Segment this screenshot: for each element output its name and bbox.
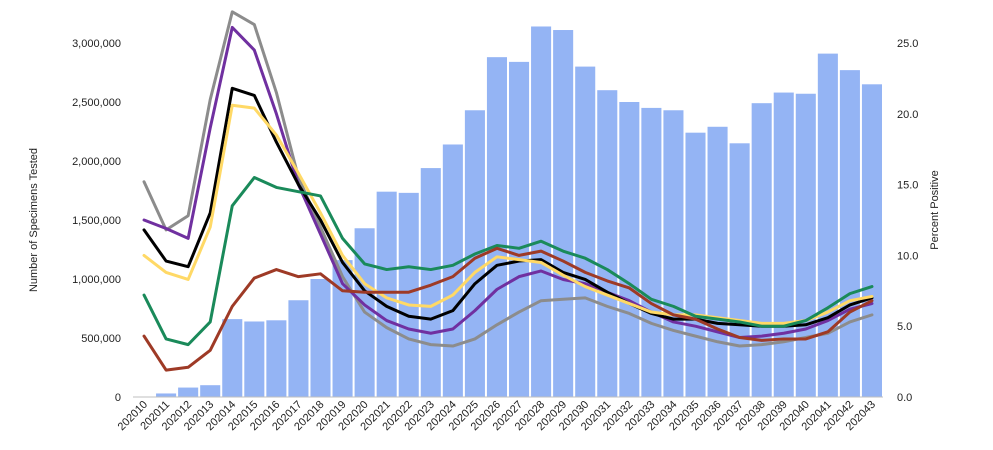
y-tick-label: 2,500,000 xyxy=(72,97,121,109)
bar-202016 xyxy=(266,320,287,397)
bar-202040 xyxy=(795,93,816,398)
bar-202015 xyxy=(244,321,265,397)
y2-tick-label: 20.0 xyxy=(897,109,918,121)
bar-202031 xyxy=(597,90,618,397)
y2-tick-label: 10.0 xyxy=(897,250,918,262)
bar-202024 xyxy=(442,144,463,397)
y-tick-label: 3,000,000 xyxy=(72,38,121,50)
x-axis-ticks: 2020102020112020122020132020142020152020… xyxy=(116,399,878,433)
bar-202038 xyxy=(751,103,772,398)
bar-202018 xyxy=(310,279,331,397)
bar-202023 xyxy=(420,168,441,397)
y2-axis-title: Percent Positive xyxy=(929,170,941,249)
bar-202041 xyxy=(817,53,838,398)
y2-tick-label: 15.0 xyxy=(897,180,918,192)
y-tick-label: 1,000,000 xyxy=(72,274,121,286)
y-axis-title: Number of Specimens Tested xyxy=(28,148,40,292)
bar-202030 xyxy=(575,66,596,397)
bar-202019 xyxy=(332,260,353,397)
bar-202014 xyxy=(222,319,243,397)
y-tick-label: 500,000 xyxy=(81,333,121,345)
y-tick-label: 1,500,000 xyxy=(72,215,121,227)
bar-202026 xyxy=(486,57,507,397)
bar-202017 xyxy=(288,300,309,397)
bar-202032 xyxy=(619,102,640,397)
series-line-5 xyxy=(142,176,874,347)
y-tick-label: 2,000,000 xyxy=(72,156,121,168)
bar-202013 xyxy=(200,385,221,397)
bar-202042 xyxy=(839,70,860,397)
bar-202028 xyxy=(531,26,552,397)
bar-202037 xyxy=(729,143,750,397)
series-line-2 xyxy=(142,25,874,340)
y-axis-ticks: 0 500,000 1,000,000 1,500,000 2,000,000 2,500… xyxy=(72,38,121,404)
bar-202029 xyxy=(553,30,574,398)
bar-202036 xyxy=(707,126,728,397)
bar-202027 xyxy=(509,61,530,397)
y2-tick-label: 0.0 xyxy=(897,392,912,404)
bar-202011 xyxy=(156,393,177,397)
series-line-4 xyxy=(142,103,874,325)
series-line-1 xyxy=(142,10,874,348)
bar-202022 xyxy=(398,192,419,397)
y-tick-label: 0 xyxy=(115,392,121,404)
y2-tick-label: 25.0 xyxy=(897,38,918,50)
lines-layer xyxy=(142,10,874,372)
bar-202021 xyxy=(376,191,397,397)
bar-202033 xyxy=(641,107,662,398)
bar-202043 xyxy=(861,84,882,398)
series-line-6 xyxy=(142,246,874,372)
y2-axis-ticks: 0.0 5.0 10.0 15.0 20.0 25.0 xyxy=(897,38,918,404)
y2-tick-label: 5.0 xyxy=(897,321,912,333)
bar-202035 xyxy=(685,132,706,397)
bar-202039 xyxy=(773,92,794,397)
bar-202012 xyxy=(178,387,199,397)
bar-202034 xyxy=(663,110,684,397)
